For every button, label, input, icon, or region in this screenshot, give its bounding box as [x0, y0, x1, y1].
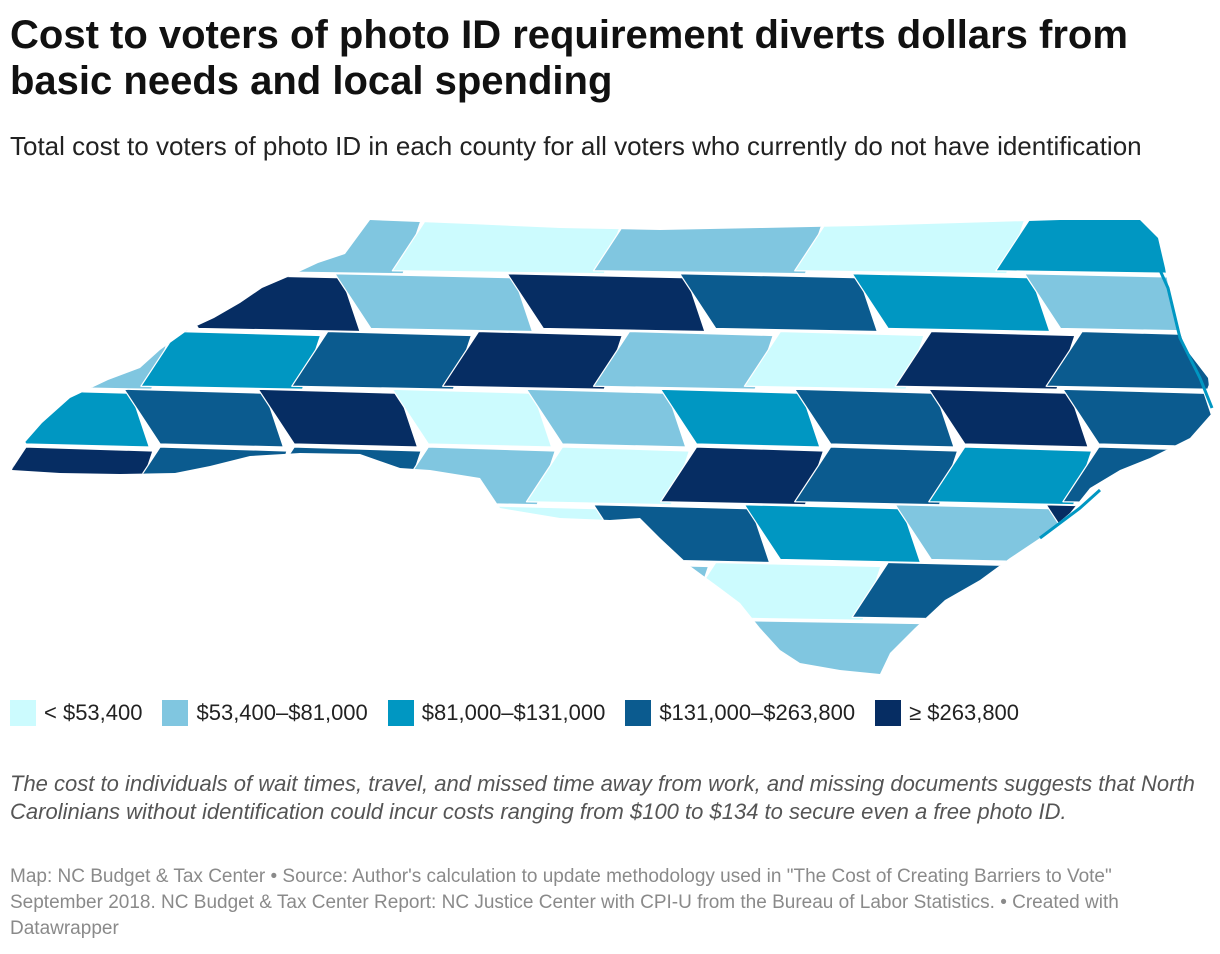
county-shape[interactable]: [161, 561, 365, 621]
county-shape[interactable]: [592, 216, 825, 275]
county-shape[interactable]: [659, 446, 825, 506]
county-shape[interactable]: [506, 561, 710, 621]
county-shape[interactable]: [0, 216, 221, 275]
county-shape[interactable]: [679, 561, 882, 621]
county-shape[interactable]: [1023, 561, 1220, 621]
county-shape[interactable]: [291, 330, 473, 390]
county-shape[interactable]: [0, 504, 167, 564]
legend-swatch-tier-1: [10, 700, 36, 726]
chart-title: Cost to voters of photo ID requirement d…: [10, 13, 1128, 103]
county-shape[interactable]: [140, 330, 322, 390]
nc-county-map: [0, 216, 1220, 678]
county-shape[interactable]: [442, 330, 623, 390]
county-shape[interactable]: [995, 216, 1220, 275]
legend-swatch-tier-5: [875, 700, 902, 726]
legend-label-tier-5: ≥ $263,800: [909, 700, 1020, 725]
legend-item-tier-2: $53,400–$81,000: [162, 700, 368, 726]
county-shape[interactable]: [506, 273, 706, 333]
county-shape[interactable]: [928, 388, 1089, 448]
county-shape[interactable]: [0, 619, 258, 678]
county-shape[interactable]: [525, 446, 690, 506]
county-shape[interactable]: [257, 388, 419, 448]
legend-item-tier-5: ≥ $263,800: [875, 700, 1019, 726]
southern-coast-line: [1039, 488, 1102, 540]
county-shape[interactable]: [0, 273, 189, 333]
county-shape[interactable]: [0, 388, 150, 448]
county-shape[interactable]: [928, 446, 1093, 506]
county-shape[interactable]: [1062, 388, 1220, 448]
county-shape[interactable]: [391, 388, 553, 448]
county-shape[interactable]: [190, 216, 422, 275]
county-shape[interactable]: [851, 273, 1051, 333]
county-shape[interactable]: [257, 446, 422, 506]
legend-item-tier-1: < $53,400: [10, 700, 142, 726]
chart-subtitle: Total cost to voters of photo ID in each…: [10, 131, 1142, 161]
footnote: The cost to individuals of wait times, t…: [10, 771, 1195, 824]
county-shape[interactable]: [525, 388, 687, 448]
county-shape[interactable]: [794, 216, 1026, 275]
legend-item-tier-4: $131,000–$263,800: [625, 700, 855, 726]
legend-swatch-tier-4: [625, 700, 652, 726]
legend-label-tier-1: < $53,400: [44, 700, 143, 725]
county-shape[interactable]: [334, 561, 537, 621]
county-shape[interactable]: [679, 273, 878, 333]
county-shape[interactable]: [659, 388, 821, 448]
county-shape[interactable]: [291, 504, 469, 564]
county-shape[interactable]: [140, 504, 318, 564]
source-credit: Map: NC Budget & Tax Center • Source: Au…: [10, 866, 1119, 939]
legend-item-tier-3: $81,000–$131,000: [387, 700, 606, 726]
county-shape[interactable]: [123, 388, 285, 448]
county-shape[interactable]: [161, 273, 361, 333]
county-shape[interactable]: [472, 619, 740, 678]
outer-banks-coast: [1148, 247, 1214, 409]
legend-label-tier-3: $81,000–$131,000: [421, 700, 606, 725]
county-shape[interactable]: [1023, 273, 1220, 333]
county-shape[interactable]: [0, 446, 154, 506]
legend-swatch-tier-3: [387, 700, 414, 726]
county-shape[interactable]: [442, 504, 620, 564]
county-shape[interactable]: [592, 504, 771, 564]
county-shape[interactable]: [955, 619, 1220, 678]
legend-label-tier-4: $131,000–$263,800: [659, 700, 856, 725]
map-legend: < $53,400 $53,400–$81,000 $81,000–$131,0…: [10, 697, 1039, 729]
choropleth-map: [0, 208, 1220, 683]
county-shape[interactable]: [713, 619, 982, 678]
county-shape[interactable]: [851, 561, 1054, 621]
county-shape[interactable]: [743, 330, 925, 390]
county-shape[interactable]: [743, 504, 922, 564]
legend-label-tier-2: $53,400–$81,000: [196, 700, 368, 725]
county-shape[interactable]: [391, 216, 623, 275]
legend-swatch-tier-2: [162, 700, 189, 726]
county-shape[interactable]: [794, 446, 959, 506]
county-shape[interactable]: [0, 561, 192, 621]
county-shape[interactable]: [334, 273, 534, 333]
county-shape[interactable]: [894, 330, 1076, 390]
county-shape[interactable]: [592, 330, 774, 390]
county-shape[interactable]: [794, 388, 955, 448]
county-shape[interactable]: [230, 619, 499, 678]
